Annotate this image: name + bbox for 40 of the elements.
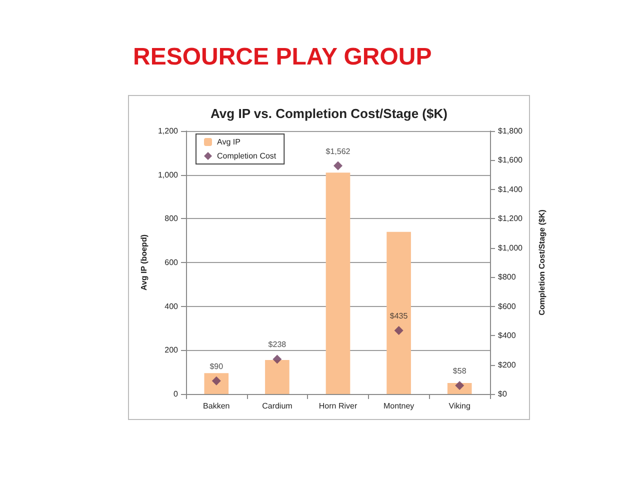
bar (204, 373, 229, 394)
y-tick-label: 1,200 (158, 126, 179, 136)
bar (386, 232, 411, 394)
data-label: $90 (210, 362, 224, 371)
y2-tick-label: $1,800 (498, 126, 524, 136)
chart-title: RESOURCE PLAY GROUP (133, 44, 432, 70)
legend-label: Completion Cost (217, 152, 277, 160)
data-label: $238 (268, 340, 287, 350)
data-label: $435 (390, 311, 408, 320)
y2-tick-label: $400 (498, 331, 516, 340)
x-tick-label: Bakken (203, 402, 230, 410)
y2-tick-label: $0 (498, 390, 508, 398)
y-tick-label: 400 (164, 302, 179, 311)
bar (265, 360, 290, 394)
data-label: $58 (452, 366, 467, 376)
y2-tick-label: $600 (498, 302, 516, 311)
legend-label: Avg IP (217, 138, 240, 146)
point (394, 326, 404, 335)
y2-axis-title: Completion Cost/Stage ($K) (538, 209, 546, 316)
y-tick-label: 600 (164, 258, 179, 267)
y2-tick-label: $1,400 (498, 184, 524, 194)
y-tick-label: 0 (174, 390, 179, 398)
x-tick-label: Cardium (262, 402, 293, 410)
x-tick-label: Montney (383, 402, 414, 410)
y2-tick-label: $1,000 (498, 243, 524, 252)
y-tick-label: 1,000 (158, 170, 179, 180)
bar (326, 172, 350, 394)
y2-tick-label: $800 (498, 272, 516, 282)
chart-subtitle: Avg IP vs. Completion Cost/Stage ($K) (210, 106, 448, 121)
y-tick-label: 800 (164, 214, 179, 224)
data-label: $1,562 (326, 146, 351, 156)
y2-tick-label: $1,600 (498, 156, 524, 165)
point (334, 161, 342, 170)
y2-tick-label: $1,200 (498, 214, 524, 224)
x-tick-label: Horn River (318, 402, 358, 410)
y2-tick-label: $200 (498, 360, 516, 370)
point (272, 354, 282, 364)
y-tick-label: 200 (164, 346, 179, 355)
y-axis-title: Avg IP (boepd) (140, 234, 148, 290)
x-tick-label: Viking (448, 402, 470, 410)
